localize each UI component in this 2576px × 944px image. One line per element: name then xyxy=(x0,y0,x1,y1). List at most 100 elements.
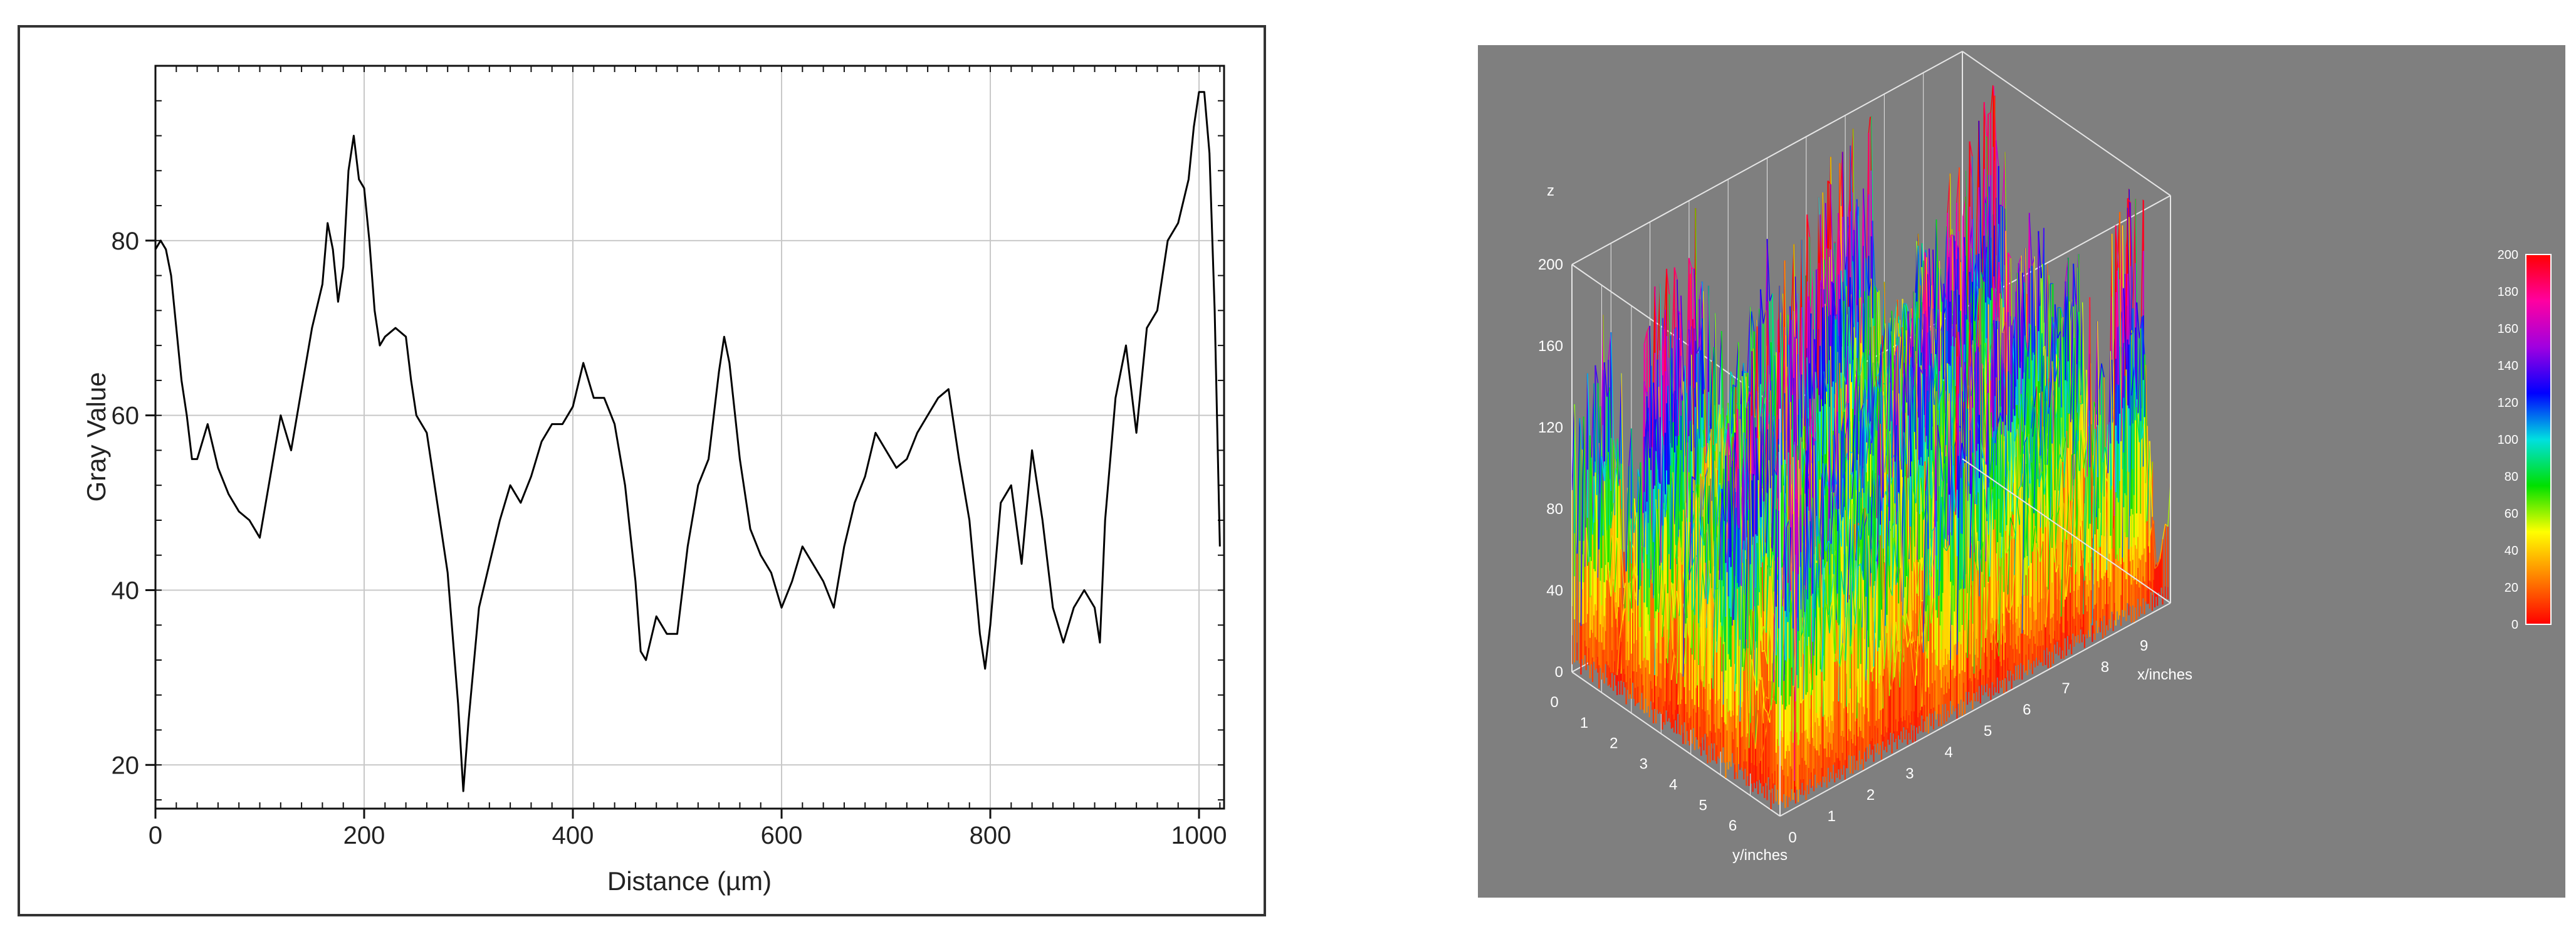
surface-ridge xyxy=(1586,527,1589,562)
x-tick-label: 1000 xyxy=(1171,822,1227,849)
surface-ridge xyxy=(1604,362,1608,397)
surface-ridge xyxy=(1705,443,1709,463)
surface-ridge xyxy=(1868,278,1872,296)
gray-value-profile-line xyxy=(154,91,1221,792)
surface-ridge xyxy=(1574,404,1578,554)
x-axis-label: Distance (µm) xyxy=(607,866,772,896)
surface-ridge xyxy=(1594,365,1599,384)
surface-ridge xyxy=(1618,486,1622,550)
x-tick-label: 600 xyxy=(761,822,803,849)
y-axis-label: Gray Value xyxy=(81,372,111,502)
surface-ridge xyxy=(1766,239,1771,302)
frame-edge xyxy=(1571,51,1963,265)
x-tick-label: 400 xyxy=(552,822,594,849)
surface-ridge xyxy=(1583,416,1587,528)
surface-ridge xyxy=(1603,481,1608,580)
axis-tick-labels: 0 200 400 600 800 1000 20 40 60 80 xyxy=(112,228,1227,849)
surface-ridge xyxy=(1610,503,1614,528)
surface-ridge xyxy=(1944,226,1947,312)
surface-ridge xyxy=(1857,215,1861,344)
surface-ridge xyxy=(1860,188,1864,344)
surface-ridge xyxy=(1674,267,1678,280)
surface-ridge xyxy=(1855,215,1859,338)
axis-ticks xyxy=(145,65,1224,819)
surface-ridge xyxy=(1616,538,1621,588)
surface-ridge xyxy=(1597,406,1601,578)
chart-frame xyxy=(18,25,1266,916)
surface-ridge xyxy=(1592,472,1596,535)
surface-ridge xyxy=(1608,452,1611,528)
surface-ridge xyxy=(1685,258,1690,393)
surface-ridge xyxy=(1621,549,1625,589)
surface-ridge xyxy=(1863,188,1867,258)
surface-ridge xyxy=(1718,331,1722,405)
surface-ridge xyxy=(1615,468,1620,486)
surface-ridge xyxy=(1609,387,1613,512)
surface-ridge xyxy=(1917,245,1922,286)
surface-ridge xyxy=(1608,332,1611,360)
surface-ridge xyxy=(1691,267,1695,270)
surface-ridge xyxy=(1613,439,1617,459)
y-tick-label: 60 xyxy=(112,402,140,430)
surface-ridge xyxy=(1715,404,1720,444)
surface-ridge xyxy=(1606,387,1610,397)
frame-edge xyxy=(1571,671,1781,817)
surface-ridge xyxy=(1846,225,1850,257)
surface-ridge xyxy=(1596,443,1600,495)
surface-ridge xyxy=(1769,293,1773,302)
surface-ridge xyxy=(1723,415,1727,443)
surface-ridge xyxy=(1699,318,1703,347)
surface-ridge xyxy=(1747,307,1751,373)
surface-ridge xyxy=(1872,221,1876,286)
y-tick-label: 40 xyxy=(112,577,140,604)
surface-ridge xyxy=(1751,311,1755,332)
surface-ridge xyxy=(1613,468,1617,503)
surface-ridge xyxy=(1853,199,1858,230)
plot-area-border xyxy=(154,65,1225,810)
surface-ridge xyxy=(1594,472,1599,578)
y-tick-label: 20 xyxy=(112,752,140,779)
surface-ridge xyxy=(1721,331,1725,453)
surface-ridge xyxy=(1699,281,1703,300)
surface-ridge xyxy=(1589,435,1593,535)
surface-ridge xyxy=(1713,347,1717,444)
surface-ridge xyxy=(1865,258,1869,296)
surface-ridge xyxy=(1598,456,1603,550)
surface-ridge xyxy=(1576,418,1581,554)
surface-ridge xyxy=(1593,383,1598,495)
surface-ridge xyxy=(1744,371,1748,374)
surface-ridge xyxy=(1702,429,1707,463)
surface-ridge xyxy=(1709,361,1713,441)
surface-ridge xyxy=(1760,289,1764,324)
surface-ridge xyxy=(1714,313,1719,470)
surface-ridge xyxy=(1591,383,1594,458)
surface-ridge xyxy=(1894,299,1898,318)
surface-ridge xyxy=(1619,587,1623,622)
surface-ridge xyxy=(1875,285,1878,293)
surface-ridge xyxy=(1611,535,1615,592)
y-tick-label: 80 xyxy=(112,228,140,255)
surface-ridge xyxy=(1671,267,1675,349)
surface-ridge xyxy=(1580,416,1584,626)
surface-ridge xyxy=(1770,342,1774,417)
surface-ridge xyxy=(1735,342,1739,389)
surface-ridge xyxy=(1870,105,1875,327)
surface-ridge xyxy=(1717,414,1721,508)
surface-ridge xyxy=(1621,373,1625,552)
surface-ridge xyxy=(1708,429,1712,444)
surface-mesh xyxy=(1572,79,2170,810)
surface-ridge xyxy=(1842,152,1846,270)
x-tick-label: 200 xyxy=(343,822,385,849)
surface-ridge xyxy=(1605,452,1609,466)
surface-ridge xyxy=(1610,332,1615,440)
x-tick-label: 0 xyxy=(149,822,162,849)
surface-ridge xyxy=(1614,538,1618,592)
surface-ridge xyxy=(1684,365,1689,443)
surface-ridge xyxy=(1701,318,1705,390)
surface-ridge xyxy=(1762,310,1767,324)
surface-ridge xyxy=(1696,346,1700,354)
x-tick-label: 800 xyxy=(970,822,1012,849)
surface-ridge xyxy=(1572,404,1575,490)
